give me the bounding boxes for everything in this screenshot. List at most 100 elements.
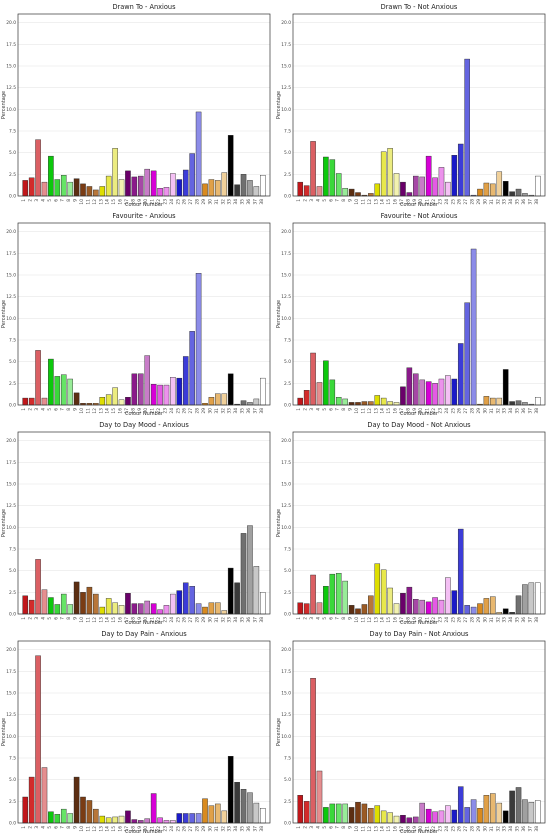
x-tick-label: 15 [111,617,117,623]
bar-colour-11 [361,401,368,406]
x-tick-label: 27 [463,826,469,832]
bar-colour-8 [67,813,73,824]
x-tick-label: 38 [259,617,265,623]
y-tick-label: 20.0 [281,20,291,26]
bar-colour-32 [496,171,503,197]
bar-colour-29 [477,808,483,824]
y-tick-label: 7.5 [9,547,16,553]
x-tick-label: 37 [527,617,533,623]
bar-colour-22 [432,383,438,406]
y-tick-label: 15.0 [281,64,291,70]
x-tick-label: 2 [28,826,34,829]
bar-chart-mood-not-anxious: Day to Day Mood - Not Anxious 0.0 2.5 5.0 7.… [276,421,546,626]
x-tick-label: 26 [457,199,463,205]
x-tick-label: 33 [227,408,233,414]
x-tick-label: 7 [335,199,341,202]
bar-colour-1 [22,595,28,615]
bar-colour-23 [438,810,445,824]
bar-colour-29 [477,603,483,615]
x-tick-label: 10 [354,199,360,205]
x-tick-label: 11 [85,826,91,832]
bar-colour-25 [176,590,183,615]
bar-colour-10 [80,183,86,197]
y-tick-label: 5.0 [284,150,291,156]
x-tick-label: 27 [188,199,194,205]
bar-colour-30 [483,182,490,197]
x-tick-label: 29 [201,617,207,623]
bar-colour-24 [445,805,451,824]
y-tick-label: 17.5 [6,669,16,675]
x-tick-label: 30 [207,617,213,623]
x-tick-label: 36 [521,617,527,623]
y-tick-label: 10.0 [6,107,16,113]
x-tick-label: 3 [309,199,315,202]
x-axis-label: Colour Number [400,411,439,417]
bar-colour-9 [73,392,80,406]
x-axis-label: Colour Number [400,202,439,208]
x-tick-label: 26 [182,408,188,414]
bar-colour-21 [150,793,157,824]
bar-colour-24 [445,181,451,197]
y-tick-label: 2.5 [9,590,16,596]
x-tick-label: 9 [73,617,79,620]
bar-colour-26 [457,528,464,615]
x-tick-label: 28 [195,617,201,623]
bar-colour-18 [131,603,138,615]
x-tick-label: 21 [425,408,431,414]
bar-colour-33 [502,608,509,615]
x-tick-label: 5 [47,826,53,829]
bar-colour-22 [432,177,438,197]
x-tick-label: 7 [335,408,341,411]
bar-colour-17 [125,170,131,197]
bar-colour-7 [335,396,342,406]
y-tick-label: 20.0 [6,647,16,653]
bar-colour-14 [380,810,387,824]
x-tick-label: 18 [405,617,411,623]
x-tick-label: 14 [105,826,111,832]
x-tick-label: 32 [220,199,226,205]
bar-colour-36 [522,584,528,615]
x-tick-label: 17 [124,617,130,623]
x-tick-label: 37 [252,826,258,832]
y-tick-label: 12.5 [6,712,16,718]
bar-chart-favourite-anxious: Favourite - Anxious 0.0 2.5 5.0 7.5 10.0 12.5 1… [1,212,271,417]
y-tick-label: 2.5 [9,172,16,178]
bar-colour-1 [22,397,28,406]
bar-colour-31 [215,602,221,615]
bar-colour-32 [221,610,228,615]
y-tick-label: 20.0 [281,647,291,653]
x-tick-label: 7 [60,826,66,829]
x-tick-label: 12 [92,617,98,623]
x-tick-label: 23 [437,199,443,205]
x-tick-label: 3 [309,408,315,411]
bar-colour-17 [125,396,131,406]
x-tick-label: 9 [73,408,79,411]
bar-colour-34 [234,582,240,615]
x-tick-label: 20 [143,826,149,832]
x-tick-label: 23 [437,617,443,623]
x-tick-label: 34 [233,408,239,414]
bar-colour-3 [35,350,41,406]
bar-colour-35 [515,595,522,615]
y-tick-label: 7.5 [284,547,291,553]
x-axis-label: Colour Number [400,620,439,626]
x-tick-label: 1 [21,617,27,620]
x-tick-label: 2 [303,199,309,202]
x-tick-label: 12 [92,199,98,205]
bar-colour-38 [260,174,266,197]
bar-colour-29 [202,183,208,197]
y-tick-label: 5.0 [9,150,16,156]
x-tick-label: 20 [418,617,424,623]
x-tick-label: 30 [207,199,213,205]
bar-colour-1 [22,180,28,197]
bar-colour-34 [234,184,240,197]
bar-colour-20 [419,599,425,615]
bar-colour-27 [189,153,195,197]
bar-colour-1 [22,796,28,824]
bar-colour-30 [483,795,490,824]
x-tick-label: 22 [431,617,437,623]
x-tick-label: 22 [431,199,437,205]
x-tick-label: 14 [105,199,111,205]
bar-colour-4 [316,770,323,824]
bar-colour-11 [86,800,93,824]
